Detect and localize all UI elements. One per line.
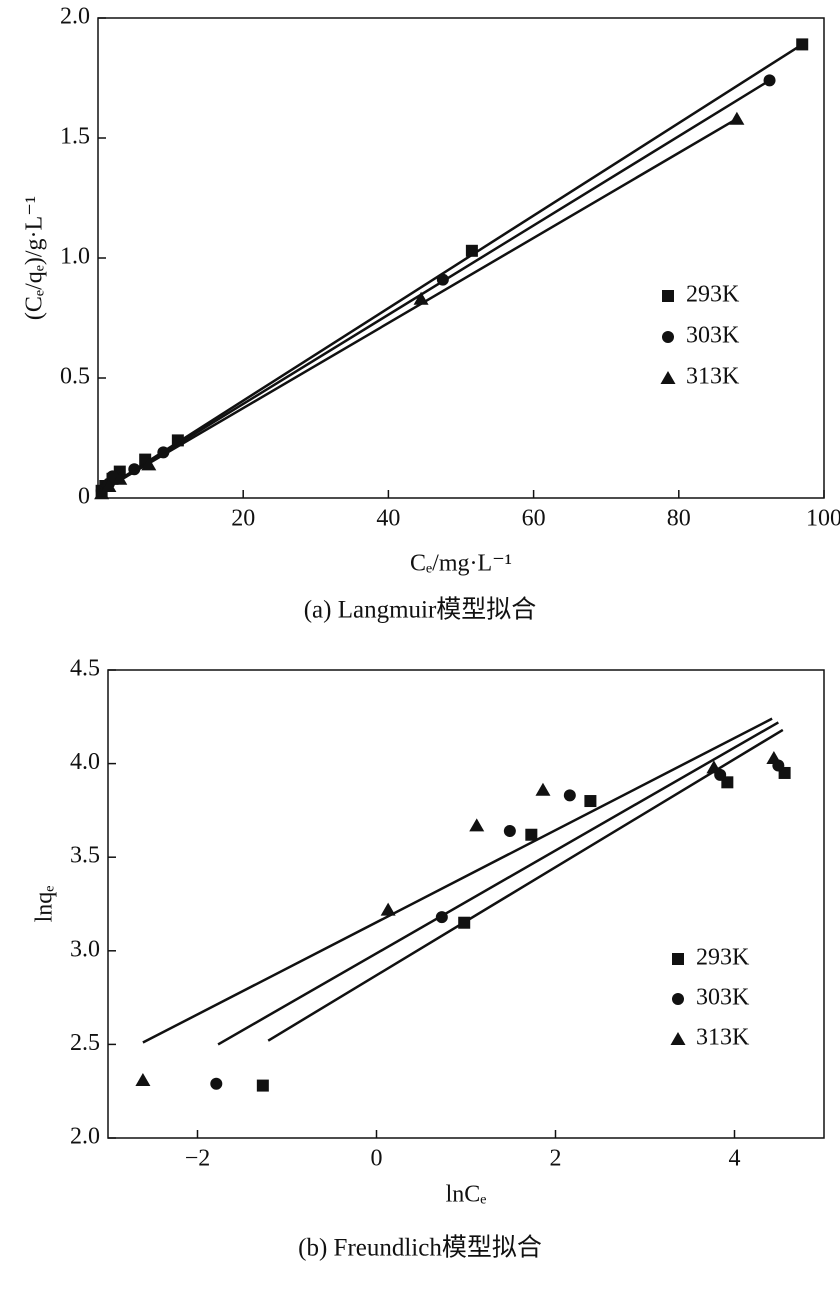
- fit-line: [97, 117, 738, 495]
- legend-label: 293K: [686, 282, 740, 308]
- fit-line: [97, 43, 803, 495]
- y-tick-label: 2.0: [60, 4, 90, 30]
- marker-circle: [662, 331, 674, 343]
- marker-triangle: [706, 760, 722, 774]
- marker-triangle: [766, 750, 782, 764]
- legend-label: 303K: [696, 985, 750, 1011]
- caption: (b) Freundlich模型拟合: [298, 1234, 542, 1262]
- x-tick-label: 40: [376, 506, 400, 532]
- marker-triangle: [729, 111, 745, 125]
- marker-triangle: [94, 486, 110, 500]
- y-axis-label: lnqₑ: [32, 886, 58, 923]
- fit-line: [142, 717, 773, 1044]
- fit-line: [217, 721, 779, 1046]
- marker-circle: [436, 273, 449, 286]
- x-tick-label: 100: [806, 506, 840, 532]
- fit-line: [97, 79, 771, 495]
- y-tick-label: 3.0: [70, 936, 100, 962]
- x-tick-label: −2: [185, 1146, 211, 1172]
- marker-square: [721, 776, 734, 789]
- marker-circle: [763, 74, 776, 87]
- marker-triangle: [380, 902, 396, 916]
- marker-circle: [435, 911, 448, 924]
- fit-line: [267, 728, 784, 1042]
- legend-label: 293K: [696, 945, 750, 971]
- x-axis-label: lnCₑ: [446, 1182, 487, 1208]
- y-tick-label: 0: [78, 484, 90, 510]
- marker-square: [672, 953, 684, 965]
- y-tick-label: 3.5: [70, 843, 100, 869]
- x-tick-label: 0: [371, 1146, 383, 1172]
- y-tick-label: 4.0: [70, 749, 100, 775]
- x-tick-label: 60: [522, 506, 546, 532]
- marker-square: [584, 795, 597, 808]
- marker-triangle: [469, 818, 485, 832]
- plot-frame: [107, 669, 825, 1139]
- x-tick-label: 20: [231, 506, 255, 532]
- marker-square: [662, 290, 674, 302]
- y-tick-label: 0.5: [60, 364, 90, 390]
- marker-triangle: [141, 457, 157, 471]
- marker-square: [525, 828, 538, 841]
- legend-label: 303K: [686, 323, 740, 349]
- x-tick-label: 2: [550, 1146, 562, 1172]
- x-tick-label: 4: [729, 1146, 741, 1172]
- y-tick-label: 1.5: [60, 124, 90, 150]
- marker-triangle: [112, 471, 128, 485]
- y-tick-label: 1.0: [60, 244, 90, 270]
- marker-circle: [672, 993, 684, 1005]
- marker-triangle: [135, 1072, 151, 1086]
- marker-triangle: [670, 1032, 686, 1045]
- marker-circle: [210, 1077, 223, 1090]
- y-axis-label: (Cₑ/qₑ)/g·L⁻¹: [22, 196, 48, 320]
- x-axis-label: Cₑ/mg·L⁻¹: [410, 551, 512, 577]
- marker-triangle: [660, 371, 676, 384]
- x-tick-label: 80: [667, 506, 691, 532]
- marker-square: [458, 916, 471, 929]
- y-tick-label: 2.5: [70, 1030, 100, 1056]
- marker-circle: [563, 789, 576, 802]
- y-tick-label: 2.0: [70, 1124, 100, 1150]
- marker-triangle: [101, 479, 117, 492]
- marker-square: [796, 38, 809, 51]
- legend-label: 313K: [696, 1025, 750, 1051]
- marker-triangle: [535, 782, 551, 796]
- marker-circle: [128, 463, 141, 476]
- legend-label: 313K: [686, 364, 740, 390]
- marker-square: [256, 1079, 269, 1092]
- caption: (a) Langmuir模型拟合: [304, 596, 537, 624]
- y-tick-label: 4.5: [70, 656, 100, 682]
- marker-square: [465, 244, 478, 257]
- marker-circle: [503, 824, 516, 837]
- marker-triangle: [413, 291, 429, 305]
